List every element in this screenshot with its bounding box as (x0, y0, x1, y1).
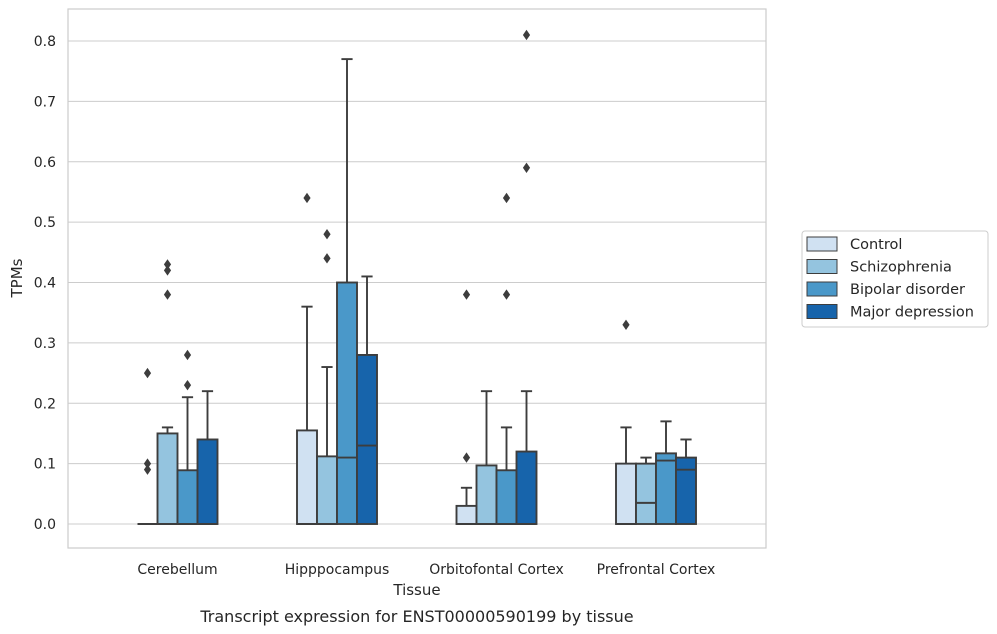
outlier-point (522, 29, 531, 41)
legend-item: Bipolar disorder (806, 281, 965, 298)
y-tick-label: 0.0 (34, 517, 56, 533)
box-1-1 (316, 229, 338, 525)
box-2-2 (495, 192, 518, 525)
y-tick-label: 0.6 (34, 155, 56, 171)
box-body (455, 504, 478, 525)
legend-swatch (806, 304, 838, 319)
box-2-0 (455, 289, 478, 525)
box-body (196, 438, 219, 525)
legend-swatch (806, 259, 838, 274)
box-2-3 (515, 29, 538, 525)
outlier-point (143, 367, 152, 379)
outlier-point (502, 192, 511, 204)
legend-label: Schizophrenia (850, 260, 952, 276)
box-3-0 (615, 319, 637, 525)
outlier-point (183, 349, 192, 361)
y-tick-label: 0.1 (34, 457, 56, 473)
box-0-2 (176, 349, 199, 525)
gridlines (68, 40, 766, 525)
legend: Control Schizophrenia Bipolar disorder Majo… (801, 230, 989, 328)
outlier-point (143, 464, 152, 475)
legend-swatch (806, 281, 838, 297)
outlier-point (163, 289, 172, 300)
legend-label: Control (850, 237, 902, 253)
box-body (615, 462, 637, 525)
box-body (156, 432, 179, 525)
outlier-point (323, 253, 331, 264)
legend-item: Control (806, 236, 902, 253)
outlier-point (163, 259, 172, 270)
outlier-point (622, 319, 630, 330)
box-0-0 (137, 367, 158, 525)
box-0-1 (156, 259, 179, 525)
figure-caption: Transcript expression for ENST0000059019… (199, 607, 633, 626)
y-tick-label: 0.8 (34, 34, 56, 50)
y-tick-labels: 0.0 0.1 0.2 0.3 0.4 0.5 0.6 0.7 0.8 (34, 34, 56, 533)
outlier-point (143, 458, 152, 469)
box-body (495, 469, 518, 525)
box-body (356, 354, 378, 525)
box-3-3 (675, 438, 697, 525)
box-1-0 (296, 192, 318, 525)
outlier-point (303, 192, 311, 204)
y-axis-label: TPMs (8, 258, 26, 298)
box-0-3 (196, 390, 219, 525)
y-tick-label: 0.2 (34, 396, 56, 412)
legend-frame (801, 230, 989, 328)
y-tick-label: 0.3 (34, 336, 56, 352)
y-tick-label: 0.4 (34, 276, 56, 292)
x-tick-label: Cerebellum (137, 562, 217, 578)
boxes (137, 29, 697, 525)
legend-item: Schizophrenia (806, 259, 952, 276)
box-body (675, 456, 697, 525)
legend-item: Major depression (806, 304, 974, 321)
box-body (475, 464, 498, 525)
y-tick-label: 0.5 (34, 215, 56, 231)
x-tick-label: Prefrontal Cortex (597, 562, 716, 578)
x-tick-label: Hipppocampus (285, 562, 390, 578)
outlier-point (323, 229, 331, 240)
box-1-2 (336, 58, 358, 525)
legend-label: Major depression (850, 305, 974, 321)
outlier-point (462, 289, 471, 300)
outlier-point (183, 379, 192, 391)
box-body (316, 455, 338, 525)
outlier-point (502, 289, 511, 300)
outlier-point (522, 162, 531, 173)
x-tick-labels: Cerebellum Hipppocampus Orbitofontal Corte… (137, 562, 715, 578)
x-tick-label: Orbitofontal Cortex (429, 562, 564, 578)
box-3-1 (635, 456, 657, 525)
legend-swatch (806, 236, 838, 252)
outlier-point (462, 452, 471, 463)
y-tick-label: 0.7 (34, 94, 56, 110)
box-body (515, 450, 538, 525)
plot-frame (67, 8, 767, 549)
x-axis-label: Tissue (392, 581, 440, 599)
box-3-2 (655, 420, 677, 525)
box-body (336, 281, 358, 525)
legend-label: Bipolar disorder (850, 282, 965, 298)
box-body (635, 462, 657, 525)
outlier-point (163, 265, 172, 276)
box-1-3 (356, 275, 378, 525)
box-body (176, 469, 199, 525)
box-body (296, 429, 318, 525)
box-2-1 (475, 390, 498, 525)
box-body (655, 452, 677, 525)
